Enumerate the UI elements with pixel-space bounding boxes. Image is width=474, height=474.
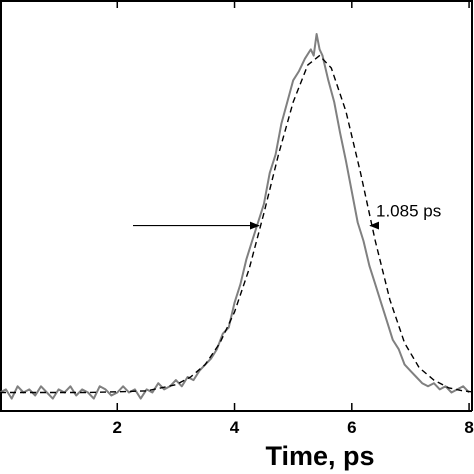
x-tick-label: 6 xyxy=(347,418,356,437)
annotation-layer: 1.085 ps xyxy=(133,202,441,230)
fwhm-label: 1.085 ps xyxy=(376,202,441,221)
x-tick-label: 2 xyxy=(113,418,122,437)
measured-trace xyxy=(0,33,470,400)
plot-frame xyxy=(0,0,473,412)
x-tick-label: 8 xyxy=(464,418,473,437)
series-layer xyxy=(0,33,473,400)
x-tick-label: 4 xyxy=(230,418,240,437)
x-axis-label: Time, ps xyxy=(265,441,374,471)
x-ticks: 2 4 6 8 xyxy=(113,0,474,437)
fit-curve-dashed xyxy=(0,54,473,394)
